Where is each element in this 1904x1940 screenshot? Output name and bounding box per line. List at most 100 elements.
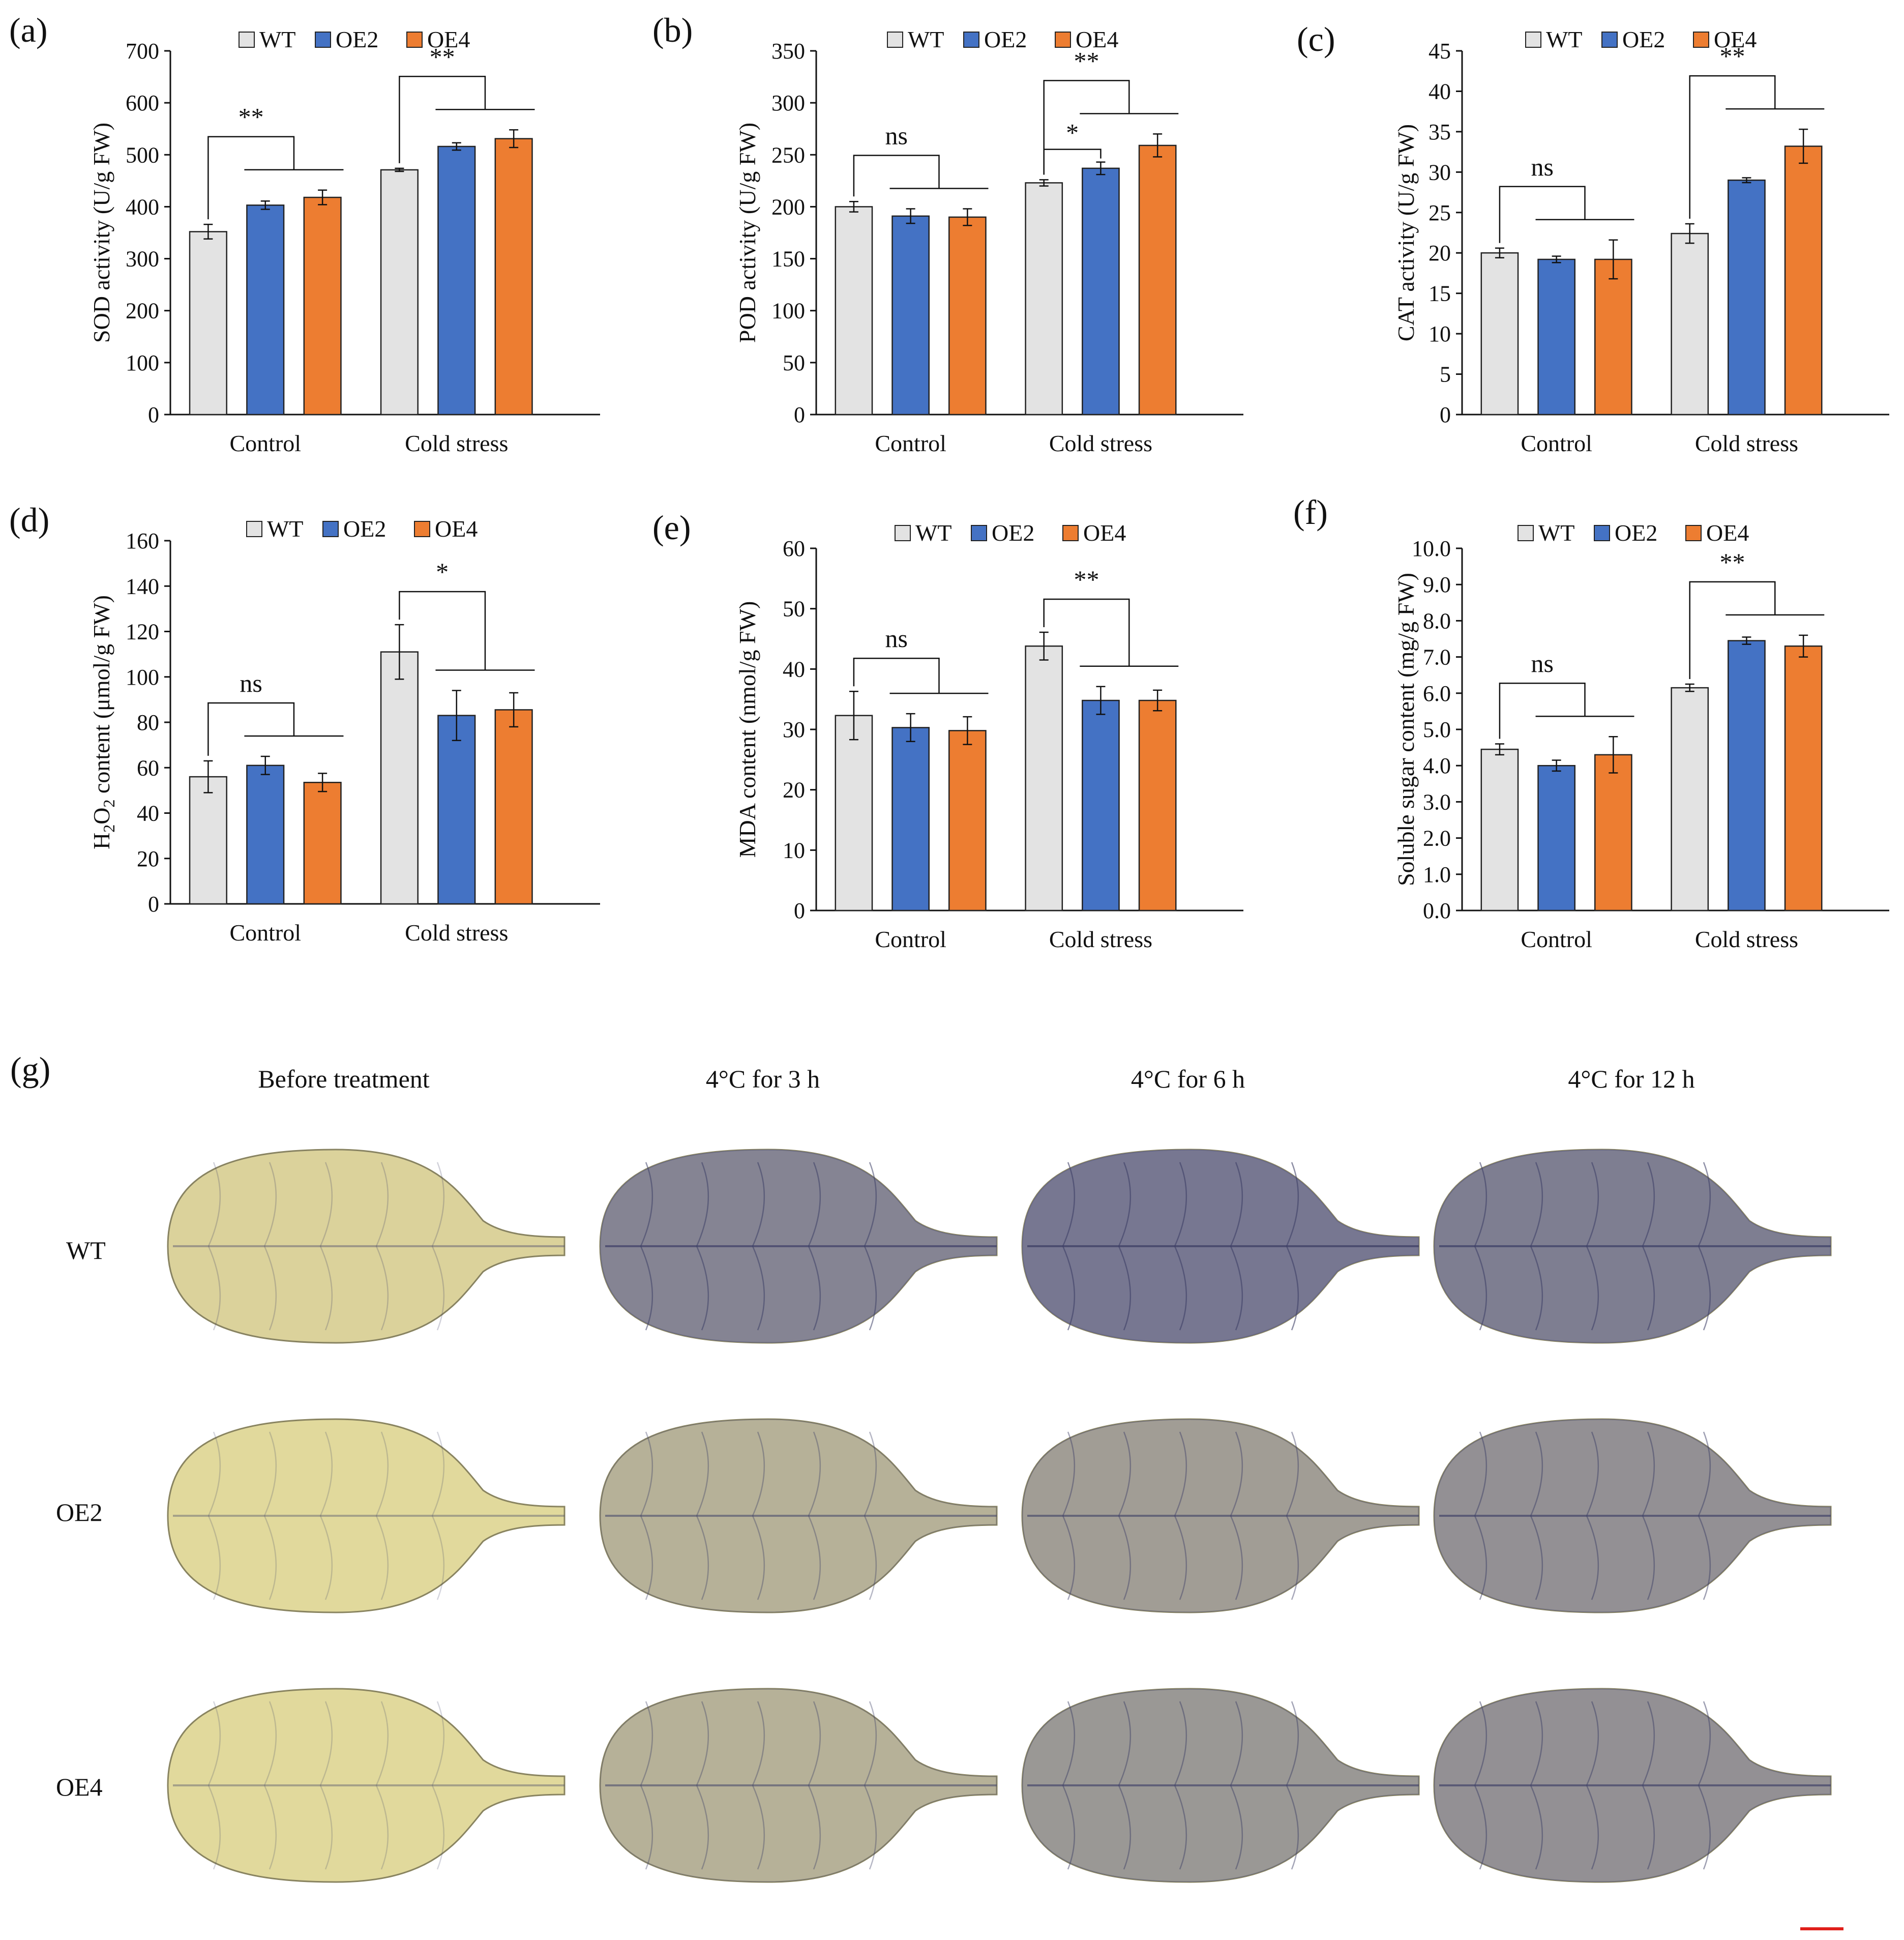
leaf-vein — [1174, 1785, 1187, 1870]
legend-label-oe2: OE2 — [336, 26, 378, 52]
column-title-12h: 4°C for 12 h — [1568, 1065, 1694, 1093]
leaf-vein — [1174, 1162, 1187, 1247]
leaf-stain — [168, 1150, 564, 1343]
y-axis-label-part: 2 — [100, 800, 118, 808]
legend-swatch-oe4 — [1685, 525, 1702, 541]
leaf-vein — [808, 1431, 821, 1516]
panel-label: (a) — [9, 11, 47, 49]
y-tick-label: 0 — [148, 892, 159, 917]
leaf-vein — [1642, 1701, 1655, 1786]
leaf-vein — [808, 1785, 821, 1870]
leaf-vein — [696, 1701, 709, 1786]
leaf-0-3 — [1433, 1149, 1832, 1344]
y-axis-label-part: 2 — [100, 825, 118, 833]
leaf-vein — [1586, 1701, 1599, 1786]
leaf-blade — [167, 1418, 566, 1613]
bar-oe4 — [1784, 145, 1823, 416]
bar-oe4 — [494, 709, 533, 905]
leaf-vein — [864, 1785, 877, 1870]
leaf-vein — [207, 1701, 221, 1786]
legend-label-wt: WT — [915, 520, 952, 546]
bar-wt — [189, 776, 227, 905]
y-axis-label: H2O2 content (μmol/g FW) — [88, 595, 118, 849]
legend-swatch-oe2 — [1601, 32, 1618, 48]
bar-wt — [1480, 252, 1519, 416]
leaf-vein — [375, 1162, 389, 1247]
leaf-vein — [1530, 1431, 1543, 1516]
panel-label: (f) — [1293, 493, 1328, 532]
legend-swatch-oe2 — [1594, 525, 1610, 541]
leaf-vein — [263, 1701, 277, 1786]
bar-wt — [1671, 232, 1709, 416]
leaf-vein — [431, 1246, 445, 1331]
legend-label-oe4: OE4 — [1083, 520, 1126, 546]
y-tick-label: 5 — [1440, 362, 1451, 387]
column-title-3h: 4°C for 3 h — [706, 1065, 820, 1093]
row-label-oe2: OE2 — [56, 1498, 103, 1526]
legend-swatch-oe4 — [1062, 525, 1079, 541]
legend-label-oe4: OE4 — [1714, 26, 1757, 52]
significance-bracket — [1689, 581, 1776, 679]
y-tick-label: 600 — [126, 91, 159, 115]
leaf-vein — [864, 1431, 877, 1516]
y-tick-label: 0.0 — [1423, 898, 1451, 923]
bar-wt — [1480, 748, 1519, 912]
leaf-2-1 — [599, 1688, 998, 1883]
leaf-vein — [319, 1246, 333, 1331]
legend: WT OE2 OE4 — [1525, 26, 1757, 52]
leaf-vein — [207, 1431, 221, 1516]
leaf-1-3 — [1433, 1418, 1832, 1613]
significance-mark: ** — [1074, 46, 1099, 75]
leaf-vein — [1474, 1246, 1488, 1331]
legend-label-oe4: OE4 — [1706, 520, 1749, 546]
significance-bracket-extra — [1043, 149, 1102, 175]
leaf-vein — [1586, 1162, 1599, 1247]
leaf-vein — [1174, 1515, 1187, 1600]
leaf-vein — [1698, 1431, 1711, 1516]
leaf-vein — [1230, 1431, 1243, 1516]
chart-4: (e) 0 10 20 30 40 50 60 Control Cold stress MDA co… — [652, 508, 1243, 952]
leaf-vein — [263, 1246, 277, 1331]
y-axis-label-part: content (μmol/g FW) — [88, 595, 114, 800]
y-tick-label: 700 — [126, 39, 159, 64]
leaf-vein — [1698, 1246, 1711, 1331]
leaf-vein — [1286, 1246, 1299, 1331]
row-label-oe4: OE4 — [56, 1773, 103, 1801]
legend-label-wt: WT — [1546, 26, 1583, 52]
leaf-vein — [1230, 1515, 1243, 1600]
leaf-vein — [1118, 1785, 1132, 1870]
leaf-2-0 — [167, 1688, 566, 1883]
leaf-vein — [696, 1162, 709, 1247]
bar-oe2 — [891, 215, 930, 416]
leaf-vein — [1118, 1431, 1132, 1516]
leaf-vein — [808, 1246, 821, 1331]
y-tick-label: 100 — [771, 299, 805, 324]
category-label: Cold stress — [1049, 926, 1152, 952]
leaf-vein — [696, 1431, 709, 1516]
legend: WT OE2 OE4 — [246, 516, 478, 542]
leaf-vein — [1698, 1701, 1711, 1786]
significance-bracket — [399, 76, 486, 163]
leaf-vein — [263, 1162, 277, 1247]
significance-mark: ns — [1531, 649, 1553, 678]
y-tick-label: 200 — [771, 194, 805, 219]
y-tick-label: 100 — [126, 350, 159, 375]
bar-oe2 — [246, 765, 285, 905]
significance-bracket — [1043, 598, 1130, 666]
legend-swatch-wt — [1525, 32, 1541, 48]
y-tick-label: 45 — [1429, 39, 1451, 64]
leaf-1-2 — [1021, 1418, 1420, 1613]
significance-mark: ns — [885, 624, 907, 653]
leaf-vein — [319, 1431, 333, 1516]
leaf-vein — [1530, 1785, 1543, 1870]
y-tick-label: 200 — [126, 299, 159, 324]
y-tick-label: 20 — [1429, 241, 1451, 266]
legend-swatch-oe2 — [971, 525, 987, 541]
y-axis-label: CAT activity (U/g FW) — [1393, 124, 1419, 341]
significance-bracket — [207, 136, 295, 220]
bar-oe2 — [1728, 179, 1766, 416]
leaf-vein — [1062, 1785, 1076, 1870]
significance-mark: ** — [239, 103, 264, 131]
category-label: Cold stress — [1695, 926, 1798, 952]
leaf-vein — [1062, 1515, 1076, 1600]
